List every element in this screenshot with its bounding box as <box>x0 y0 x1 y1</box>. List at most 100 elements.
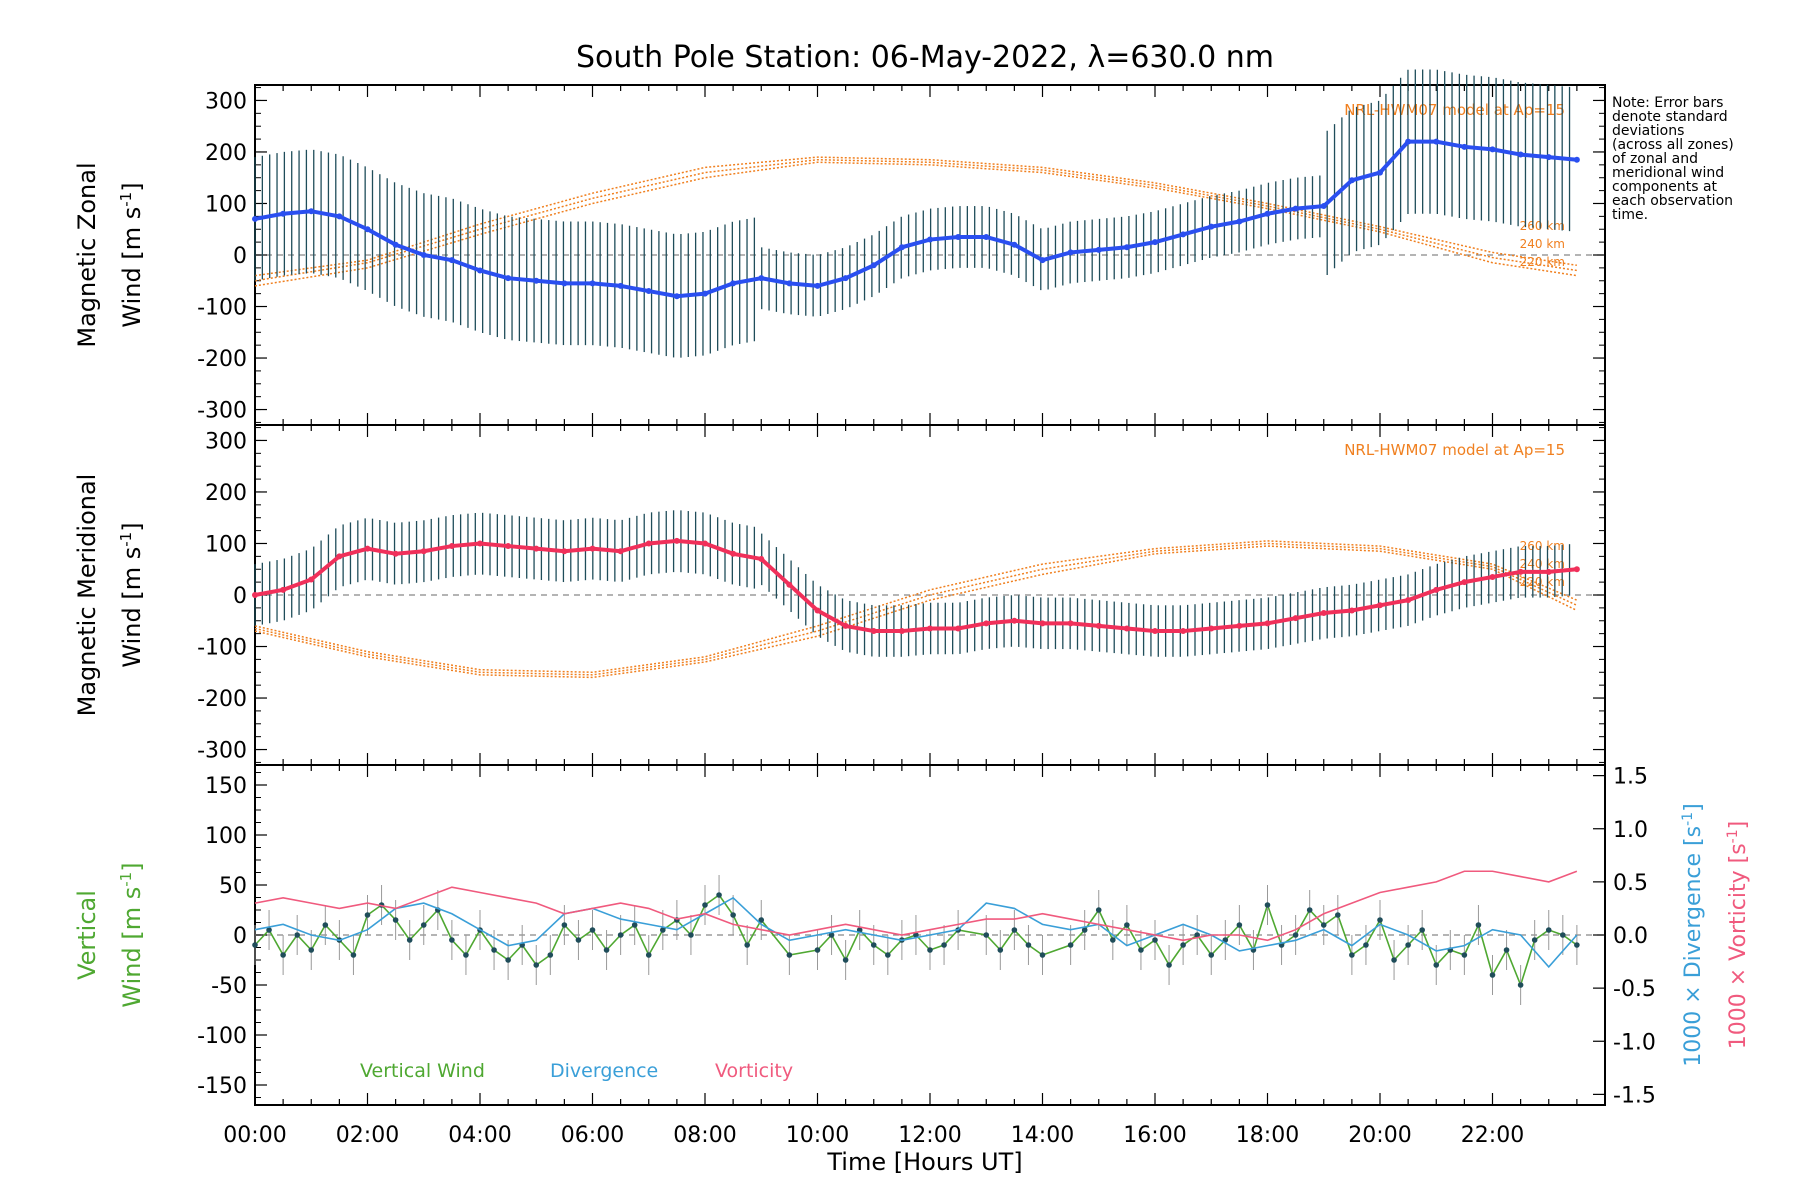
y-tick-label: -100 <box>197 1024 247 1049</box>
vertical-wind-point <box>1264 902 1271 908</box>
mean-wind-point <box>1067 620 1074 627</box>
mean-wind-point <box>308 208 315 215</box>
note-line: time. <box>1612 207 1649 223</box>
mean-wind-point <box>1039 257 1046 264</box>
y-tick-label: -200 <box>197 347 247 372</box>
mean-wind-point <box>1517 568 1524 575</box>
altitude-label: 240 km <box>1520 237 1565 251</box>
x-tick-label: 18:00 <box>1236 1123 1299 1148</box>
mean-wind-point <box>1489 146 1496 153</box>
mean-wind-point <box>645 540 652 547</box>
vertical-wind-point <box>1306 907 1313 913</box>
note-line: meridional wind <box>1612 165 1725 181</box>
x-tick-label: 10:00 <box>786 1123 849 1148</box>
vertical-wind-point <box>1138 947 1144 953</box>
vertical-wind-point <box>1081 927 1088 933</box>
mean-wind-point <box>252 215 258 222</box>
mean-wind-point <box>336 213 343 220</box>
y-tick-label: -300 <box>197 739 247 764</box>
vorticity-axis-label: 1000 × Vorticity [s-1] <box>1725 821 1751 1049</box>
y-axis-label: Wind [m s-1] <box>117 182 146 327</box>
vertical-wind-point <box>1095 907 1102 913</box>
vertical-wind-point <box>575 937 582 943</box>
mean-wind-point <box>1405 597 1412 604</box>
vertical-wind-point <box>1363 942 1369 948</box>
mean-wind-point <box>898 628 905 635</box>
vertical-wind-point <box>927 947 933 953</box>
mean-wind-point <box>1180 231 1187 238</box>
y-tick-label: 100 <box>205 824 247 849</box>
divergence-axis-label: 1000 × Divergence [s-1] <box>1680 803 1706 1066</box>
mean-wind-point <box>336 553 343 560</box>
vertical-wind-point <box>1236 922 1243 928</box>
mean-wind-point <box>1039 620 1046 627</box>
chart-title: South Pole Station: 06-May-2022, λ=630.0… <box>576 40 1274 75</box>
vertical-wind-point <box>1405 942 1411 948</box>
mean-wind-point <box>561 548 568 555</box>
y-tick-label: 0 <box>233 584 247 609</box>
mean-wind-point <box>786 280 793 287</box>
mean-wind-point <box>1152 628 1158 635</box>
mean-wind-point <box>617 282 624 289</box>
mean-wind-point <box>1180 628 1187 635</box>
mean-wind-point <box>280 586 287 593</box>
mean-wind-point <box>448 257 455 264</box>
chart-panels: -300 -200 -100 0 100 200 300 Magnetic Zonal Wind… <box>73 69 1751 1148</box>
mean-wind-line <box>254 139 1578 299</box>
error-bar-note: Note: Error bars denote standard deviati… <box>1612 96 1792 222</box>
note-line: Note: Error bars <box>1612 95 1724 111</box>
vertical-wind-point <box>1025 942 1032 948</box>
mean-wind-point <box>870 628 877 635</box>
vertical-wind-point <box>322 922 329 928</box>
mean-wind-point <box>448 543 455 550</box>
right-y-tick-label: -1.0 <box>1613 1030 1656 1055</box>
y-axis-label: Magnetic Zonal <box>73 162 101 347</box>
vertical-wind-point <box>1377 917 1383 923</box>
mean-wind-point <box>1377 602 1383 609</box>
vertical-wind-point <box>1320 922 1327 928</box>
right-y-tick-label: 0.0 <box>1613 924 1648 949</box>
vertical-wind-point <box>1475 922 1482 928</box>
mean-wind-point <box>842 622 849 629</box>
mean-wind-point <box>308 576 315 583</box>
x-tick-label: 20:00 <box>1348 1123 1411 1148</box>
series-line-vorticity <box>254 870 1578 942</box>
vertical-wind-point <box>730 912 736 918</box>
model-label: NRL-HWM07 model at Ap=15 <box>1344 101 1565 119</box>
y-tick-label: 150 <box>205 774 247 799</box>
x-tick-label: 22:00 <box>1461 1123 1524 1148</box>
y-axis-label: Vertical <box>73 890 101 980</box>
x-axis-label: Time [Hours UT] <box>826 1148 1022 1176</box>
vertical-wind-point <box>1335 912 1341 918</box>
vertical-wind-point <box>1349 952 1355 958</box>
altitude-label: 240 km <box>1520 557 1565 571</box>
mean-wind-point <box>1152 239 1158 246</box>
x-tick-label: 04:00 <box>448 1123 511 1148</box>
y-tick-label: -200 <box>197 687 247 712</box>
mean-wind-point <box>1095 622 1102 629</box>
mean-wind-point <box>1264 210 1271 217</box>
altitude-label: 220 km <box>1520 255 1565 269</box>
mean-wind-point <box>814 607 821 614</box>
mean-wind-point <box>1461 579 1468 586</box>
mean-wind-point <box>1067 249 1074 256</box>
y-tick-label: -100 <box>197 296 247 321</box>
vertical-wind-point <box>1419 927 1425 933</box>
vertical-wind-point <box>870 942 877 948</box>
mean-wind-point <box>927 625 933 632</box>
mean-wind-point <box>420 548 427 555</box>
right-y-tick-label: 1.0 <box>1613 818 1648 843</box>
right-y-tick-label: 0.5 <box>1613 871 1648 896</box>
vertical-wind-point <box>350 952 357 958</box>
mean-wind-point <box>1348 177 1355 184</box>
vertical-wind-point <box>589 927 596 933</box>
altitude-label: 220 km <box>1520 575 1565 589</box>
mean-wind-point <box>1208 625 1215 632</box>
panel-zonal: -300 -200 -100 0 100 200 300 Magnetic Zonal Wind… <box>73 69 1606 426</box>
y-tick-label: 300 <box>205 89 247 114</box>
mean-wind-point <box>730 550 737 557</box>
vertical-wind-point <box>913 932 919 938</box>
mean-wind-point <box>702 540 708 547</box>
vertical-wind-point <box>997 947 1004 953</box>
